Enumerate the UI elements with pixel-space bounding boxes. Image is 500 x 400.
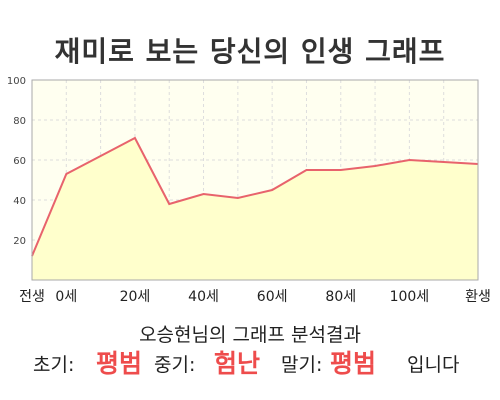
- y-tick-label: 40: [13, 196, 26, 207]
- y-axis-ticks: 20 40 60 80 100: [7, 76, 26, 247]
- result-heading: 오승현님의 그래프 분석결과: [139, 324, 361, 346]
- series-line: [31, 136, 479, 257]
- early-value: 평범: [96, 349, 143, 378]
- x-tick-label: 40세: [188, 289, 219, 305]
- x-tick-label: 100세: [390, 289, 430, 305]
- chart-title: 재미로 보는 당신의 인생 그래프: [54, 35, 446, 68]
- x-tick-label: 전생: [19, 289, 45, 305]
- late-value: 평범: [330, 349, 377, 378]
- early-label: 초기:: [33, 354, 75, 376]
- x-tick-label: 80세: [325, 289, 356, 305]
- result-summary: 초기: 평범 중기: 험난 말기: 평범 입니다: [0, 343, 500, 383]
- middle-label: 중기:: [154, 354, 196, 376]
- x-axis-ticks: 전생 0세 20세 40세 60세 80세 100세 환생: [19, 289, 491, 305]
- x-tick-label: 20세: [120, 289, 151, 305]
- y-tick-label: 80: [13, 116, 26, 127]
- y-tick-label: 100: [7, 76, 26, 87]
- x-tick-label: 0세: [55, 289, 77, 305]
- late-label: 말기:: [281, 354, 323, 376]
- plot-border: [31, 79, 479, 281]
- result-ending: 입니다: [407, 354, 460, 376]
- x-tick-label: 환생: [465, 289, 491, 305]
- y-tick-label: 60: [13, 156, 26, 167]
- x-tick-label: 60세: [257, 289, 288, 305]
- area-fill: [32, 138, 478, 280]
- y-tick-label: 20: [13, 236, 26, 247]
- middle-value: 험난: [214, 349, 261, 378]
